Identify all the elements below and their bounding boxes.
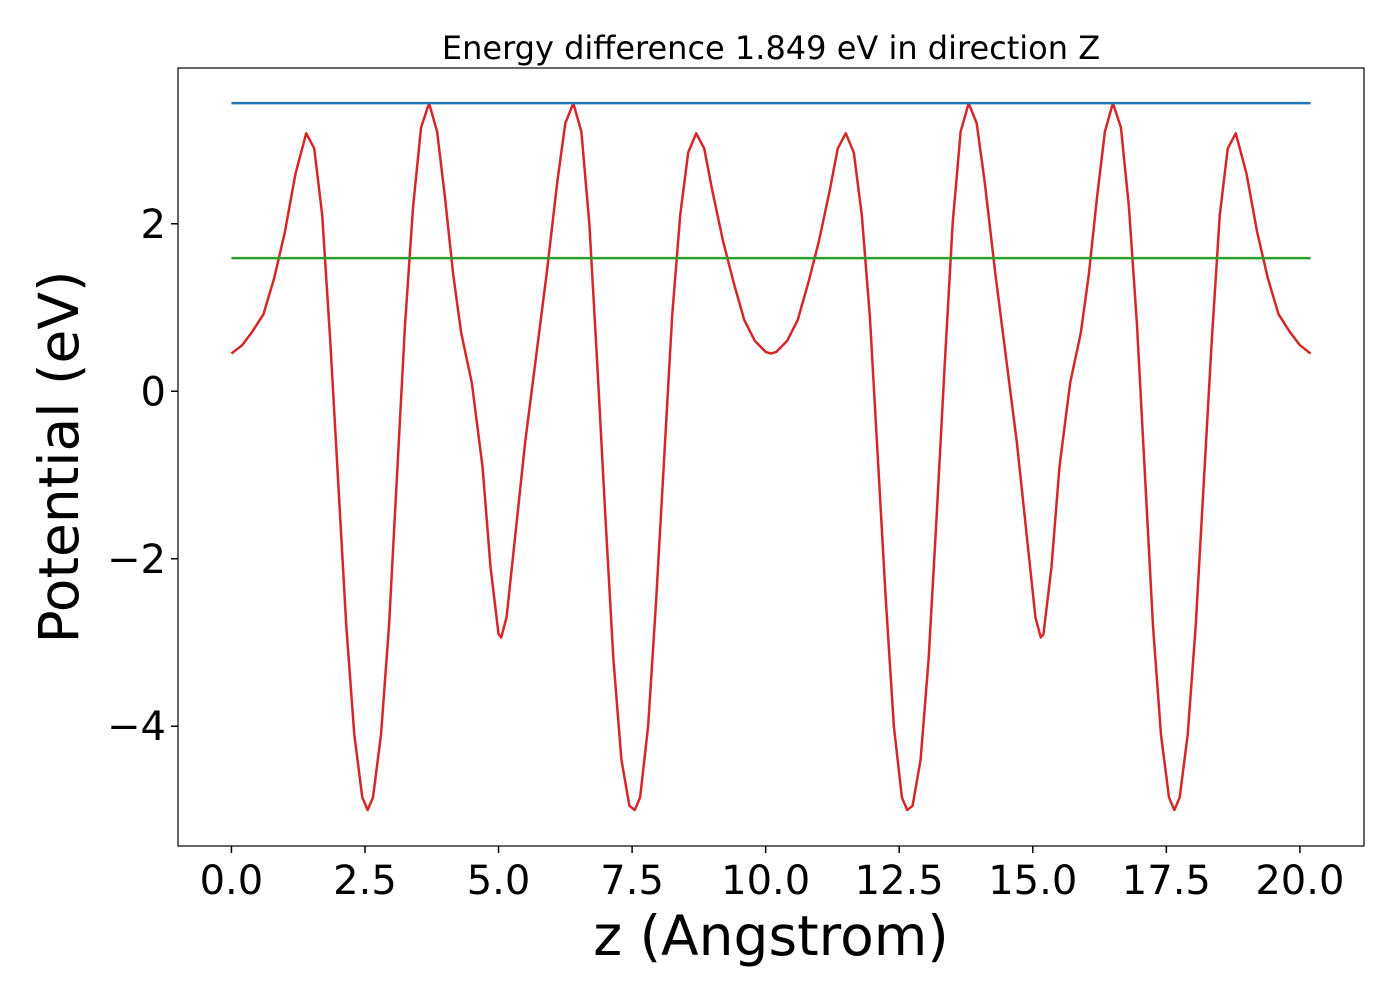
y-tick-label: 2 <box>141 202 166 248</box>
x-tick-label: 15.0 <box>988 858 1077 904</box>
x-tick-label: 7.5 <box>600 858 664 904</box>
x-tick-label: 2.5 <box>333 858 397 904</box>
y-tick-label: 0 <box>141 369 166 415</box>
x-tick-label: 0.0 <box>200 858 264 904</box>
chart-title: Energy difference 1.849 eV in direction … <box>442 29 1100 67</box>
plot-frame <box>177 67 1365 847</box>
x-tick-label: 17.5 <box>1122 858 1211 904</box>
y-tick-label: −4 <box>107 704 166 750</box>
x-tick-label: 10.0 <box>721 858 810 904</box>
y-axis-label: Potential (eV) <box>27 271 91 644</box>
data-line <box>230 101 1312 812</box>
y-tick-label: −2 <box>107 537 166 583</box>
x-tick-label: 5.0 <box>467 858 531 904</box>
x-tick-label: 12.5 <box>855 858 944 904</box>
x-tick-label: 20.0 <box>1255 858 1344 904</box>
x-axis-label: z (Angstrom) <box>593 904 949 968</box>
